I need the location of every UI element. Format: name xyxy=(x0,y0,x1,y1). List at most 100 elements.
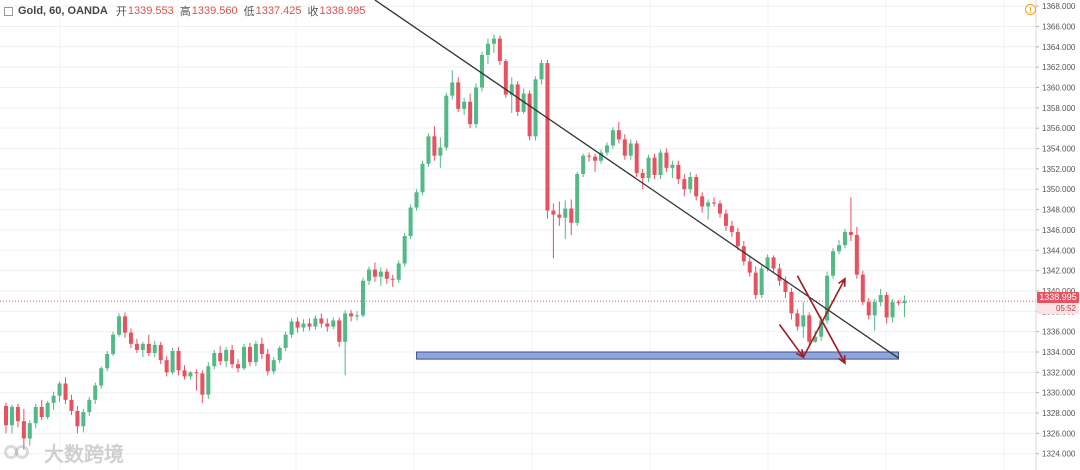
candle-body xyxy=(807,315,812,342)
high-value: 1339.560 xyxy=(191,5,238,17)
candle-body xyxy=(283,334,288,348)
candle-body xyxy=(842,231,847,246)
candle-body xyxy=(402,236,407,264)
candle-body xyxy=(450,82,455,96)
candle-body xyxy=(271,360,276,372)
candle-body xyxy=(813,336,818,342)
candle-body xyxy=(837,245,841,252)
candle-body xyxy=(343,313,348,342)
annotations xyxy=(374,0,899,365)
candle-body xyxy=(242,346,246,369)
candle-body xyxy=(218,353,223,362)
tick-label: 1346.000 xyxy=(1042,226,1076,235)
candle-body xyxy=(331,320,336,327)
tick-label: 1362.000 xyxy=(1042,63,1076,72)
candle-body xyxy=(480,54,484,88)
candle-body xyxy=(176,350,181,371)
candle-body xyxy=(741,246,746,262)
candle-body xyxy=(831,251,836,276)
candle-body xyxy=(396,263,401,280)
candle-body xyxy=(128,332,133,344)
candle-body xyxy=(557,214,562,218)
candle-body xyxy=(706,202,711,207)
candle-body xyxy=(355,315,360,317)
candle-body xyxy=(182,370,187,377)
watermark: 大数跨境 xyxy=(4,440,124,466)
candle-body xyxy=(551,210,556,215)
candle-body xyxy=(408,207,413,237)
close-label: 收 xyxy=(307,6,319,18)
watermark-logo-icon xyxy=(4,442,40,462)
candle-body xyxy=(729,225,734,232)
candle-body xyxy=(4,405,8,426)
tick-label: 1326.000 xyxy=(1042,429,1076,438)
candle-body xyxy=(640,172,645,179)
low-value: 1337.425 xyxy=(255,5,302,17)
trendline xyxy=(374,0,899,359)
candle-body xyxy=(69,399,74,411)
candle-body xyxy=(45,402,50,418)
tick-label: 1328.000 xyxy=(1042,409,1076,418)
candle-body xyxy=(878,295,883,303)
candle-body xyxy=(39,406,44,418)
tick-label: 1366.000 xyxy=(1042,22,1076,31)
symbol-title[interactable]: Gold, 60, OANDA xyxy=(18,5,108,17)
candle-body xyxy=(819,320,824,337)
info-icon[interactable]: ! xyxy=(1025,4,1036,15)
tick-label: 1342.000 xyxy=(1042,267,1076,276)
candle-body xyxy=(295,321,300,328)
candle-body xyxy=(777,268,782,281)
arrow-line xyxy=(802,278,846,358)
candle-body xyxy=(289,321,294,335)
candle-body xyxy=(200,373,205,395)
low-label: 低 xyxy=(243,6,255,18)
candle-body xyxy=(622,139,627,156)
candle-body xyxy=(789,291,794,314)
candle-body xyxy=(503,61,508,95)
candle-body xyxy=(527,93,532,137)
chart-header: Gold, 60, OANDA 开 1339.553 高 1339.560 低 … xyxy=(4,3,371,19)
tick-label: 1324.000 xyxy=(1042,450,1076,459)
candle-body xyxy=(277,347,282,361)
price-axis: 1324.000 1326.000 1328.000 1330.000 1332.000… xyxy=(1035,0,1080,470)
candle-body xyxy=(51,395,56,403)
candle-body xyxy=(539,63,544,80)
candle-body xyxy=(188,372,193,377)
candle-body xyxy=(456,82,461,109)
candle-body xyxy=(884,295,889,318)
candle-body xyxy=(140,343,145,350)
candle-body xyxy=(117,316,122,335)
candle-body xyxy=(9,406,14,426)
candle-body xyxy=(93,385,98,400)
tick-label: 1332.000 xyxy=(1042,368,1076,377)
candle-body xyxy=(164,360,169,373)
candle-body xyxy=(759,268,764,296)
candle-body xyxy=(890,302,895,318)
candle-body xyxy=(854,235,859,275)
tick-label: 1334.000 xyxy=(1042,348,1076,357)
candle-body xyxy=(420,163,425,193)
collapse-icon[interactable] xyxy=(4,6,13,16)
candle-body xyxy=(723,213,728,226)
candle-body xyxy=(599,152,603,161)
candles xyxy=(4,34,907,450)
candle-body xyxy=(491,38,496,44)
candle-body xyxy=(652,157,657,175)
tick-label: 1336.000 xyxy=(1042,328,1076,337)
arrow-line xyxy=(796,275,846,364)
candle-body xyxy=(87,399,92,413)
candle-body xyxy=(361,280,365,316)
candle-body xyxy=(152,344,157,354)
candle-body xyxy=(366,269,371,281)
candle-body xyxy=(212,353,217,367)
tick-label: 1354.000 xyxy=(1042,145,1076,154)
candle-body xyxy=(670,164,675,168)
candle-body xyxy=(753,272,758,296)
support-zone xyxy=(416,351,899,360)
grid xyxy=(0,0,1036,470)
candle-body xyxy=(521,93,526,112)
candle-body xyxy=(444,95,449,148)
candle-body xyxy=(860,274,865,303)
